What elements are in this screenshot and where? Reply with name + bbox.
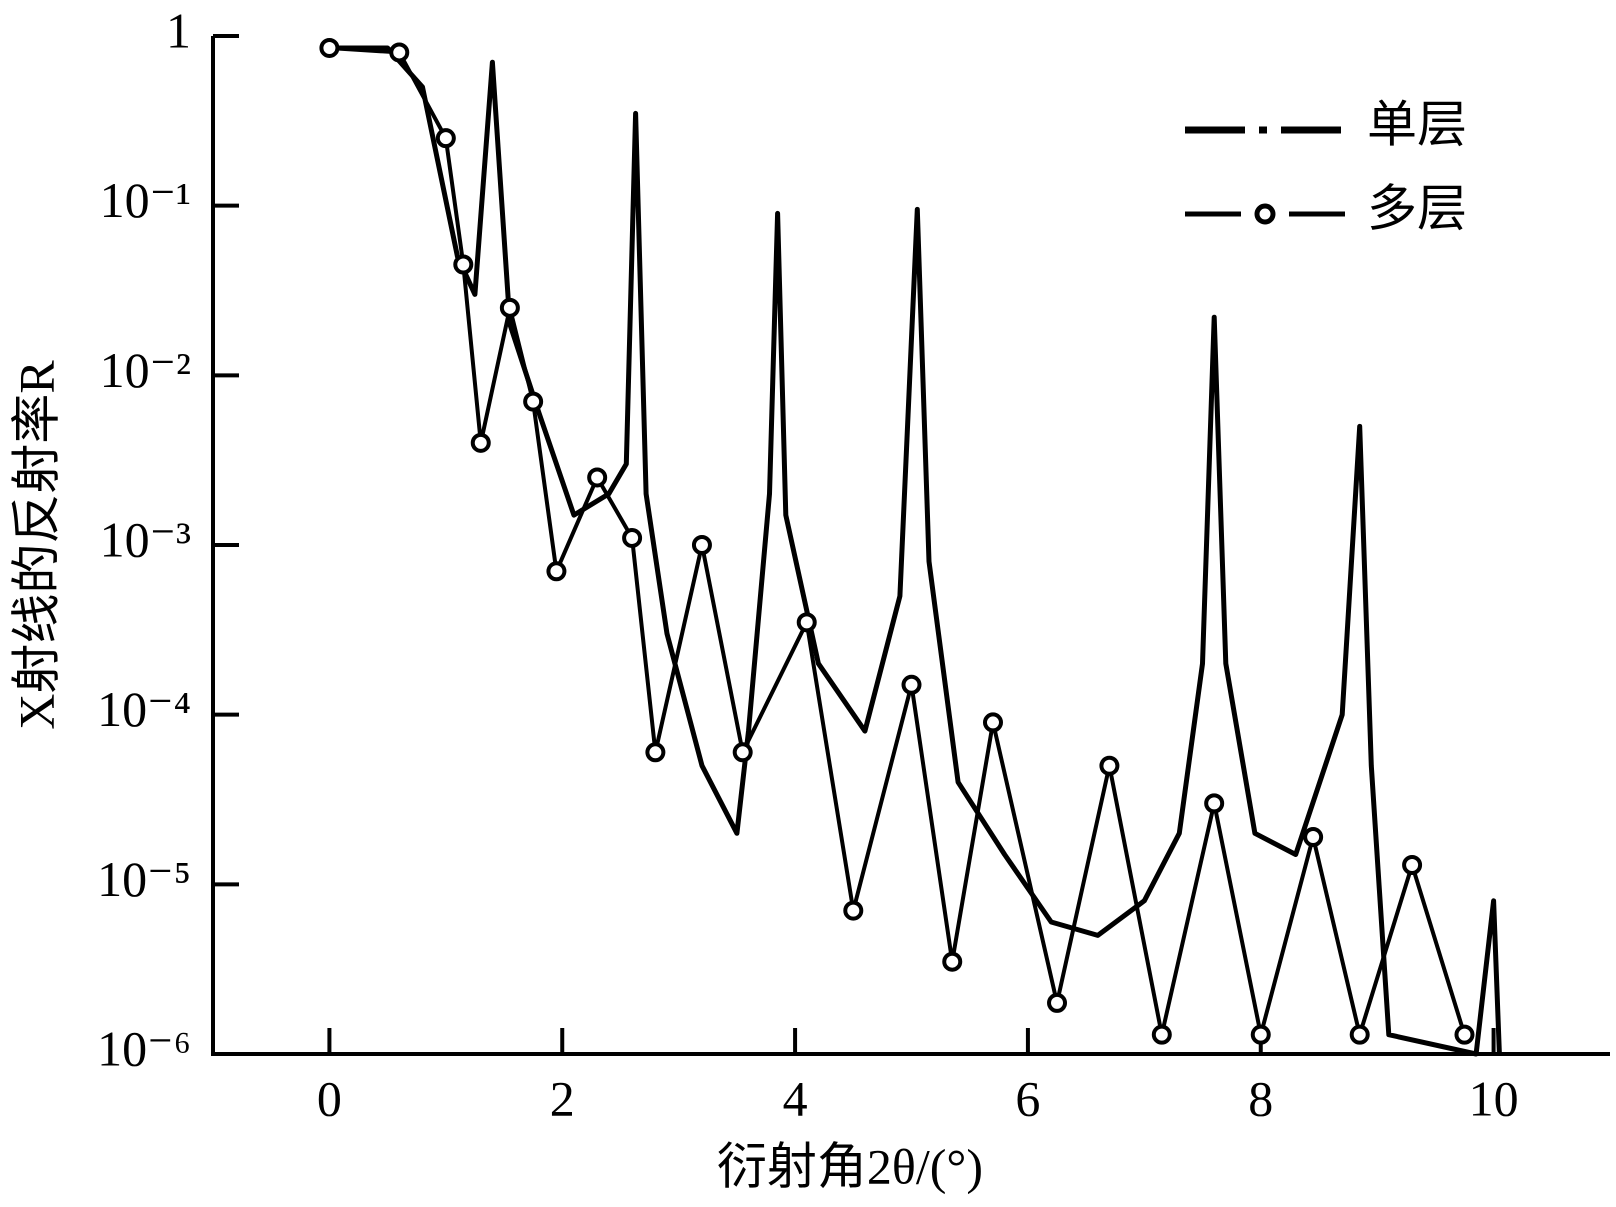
series-marker: [1349, 1024, 1370, 1045]
series-marker: [470, 432, 491, 453]
series-marker: [1047, 992, 1068, 1013]
series-marker: [1402, 855, 1423, 876]
y-tick-label: 10⁻³: [100, 511, 191, 567]
x-tick-label: 0: [317, 1070, 342, 1126]
series-marker: [942, 951, 963, 972]
series-marker: [546, 561, 567, 582]
y-tick-label: 1: [166, 2, 191, 58]
series-marker: [1454, 1024, 1475, 1045]
x-tick-label: 2: [550, 1070, 575, 1126]
series-marker: [982, 712, 1003, 733]
series-marker: [1204, 793, 1225, 814]
x-axis-label: 衍射角2θ/(°): [717, 1138, 983, 1194]
series-marker: [435, 128, 456, 149]
series-marker: [796, 612, 817, 633]
x-tick-label: 4: [783, 1070, 808, 1126]
series-marker: [843, 900, 864, 921]
series-marker: [523, 391, 544, 412]
x-tick-label: 8: [1248, 1070, 1273, 1126]
y-axis-label: X射线的反射率R: [8, 360, 64, 730]
series-marker: [389, 42, 410, 63]
series-marker: [622, 527, 643, 548]
series-marker: [1151, 1024, 1172, 1045]
series-marker: [453, 254, 474, 275]
legend-marker: [1254, 203, 1276, 225]
series-marker: [1099, 755, 1120, 776]
series-marker: [645, 742, 666, 763]
legend-label: 多层: [1367, 180, 1467, 236]
series-marker: [499, 297, 520, 318]
series-marker: [1250, 1024, 1271, 1045]
series-marker: [319, 37, 340, 58]
series-marker: [587, 467, 608, 488]
x-tick-label: 6: [1015, 1070, 1040, 1126]
y-tick-label: 10⁻¹: [100, 172, 191, 228]
series-marker: [1303, 827, 1324, 848]
y-tick-label: 10⁻⁶: [97, 1020, 191, 1076]
legend-label: 单层: [1367, 96, 1467, 152]
series-marker: [901, 674, 922, 695]
series-marker: [691, 535, 712, 555]
y-tick-label: 10⁻²: [100, 342, 191, 398]
series-line: [329, 45, 1502, 1057]
x-tick-label: 10: [1469, 1070, 1519, 1126]
y-tick-label: 10⁻⁵: [97, 851, 191, 907]
series-marker: [732, 742, 753, 763]
y-tick-label: 10⁻⁴: [97, 681, 191, 737]
